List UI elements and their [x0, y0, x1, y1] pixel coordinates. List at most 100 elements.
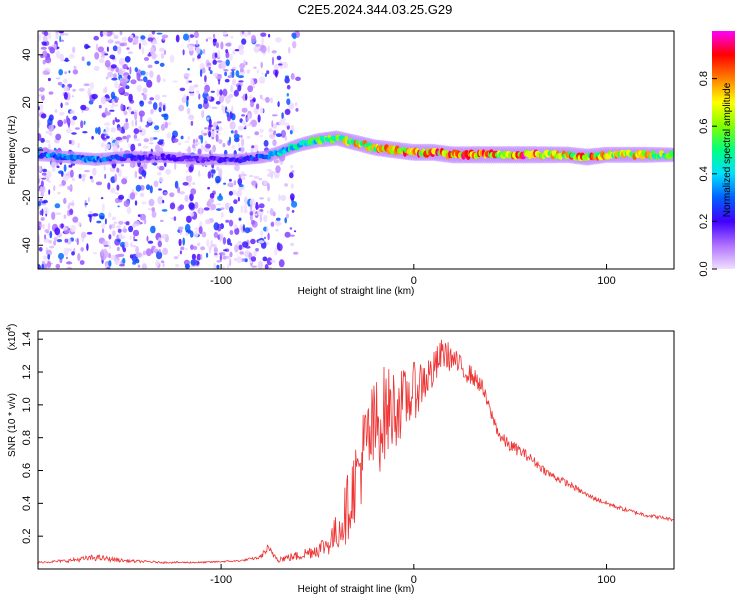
noise-speck — [97, 126, 101, 135]
noise-speck — [128, 93, 133, 102]
noise-speck — [266, 70, 270, 75]
snr-y-ticks: 0.2 0.4 0.6 0.8 1.0 1.2 1.4 — [21, 332, 43, 544]
noise-speck — [271, 114, 278, 117]
noise-speck — [225, 202, 230, 210]
snr-x-axis-label: Height of straight line (km) — [298, 584, 415, 595]
noise-speck — [269, 97, 273, 104]
noise-speck — [169, 54, 175, 64]
noise-speck — [188, 45, 195, 52]
noise-speck — [278, 259, 285, 268]
noise-speck — [137, 264, 141, 268]
noise-speck — [204, 75, 207, 83]
noise-speck — [220, 211, 224, 219]
noise-speck — [39, 185, 46, 194]
noise-speck — [147, 53, 152, 57]
noise-speck — [93, 65, 100, 71]
noise-speck — [112, 216, 116, 221]
noise-speck — [38, 133, 42, 142]
noise-speck — [172, 138, 179, 143]
noise-speck — [189, 193, 194, 202]
noise-speck — [99, 215, 105, 220]
noise-speck — [111, 223, 116, 229]
noise-speck — [152, 39, 157, 44]
noise-speck — [129, 235, 132, 240]
noise-speck — [101, 248, 104, 257]
noise-speck — [222, 143, 226, 148]
noise-speck — [38, 178, 41, 184]
noise-speck — [83, 170, 91, 173]
noise-speck — [234, 227, 240, 235]
noise-speck — [205, 38, 208, 42]
noise-speck — [41, 263, 45, 269]
noise-speck — [106, 135, 110, 139]
noise-speck — [119, 42, 125, 47]
noise-speck — [189, 34, 195, 38]
noise-speck — [251, 180, 257, 186]
noise-speck — [103, 131, 108, 135]
noise-speck — [196, 90, 200, 94]
noise-speck — [149, 97, 154, 101]
noise-speck — [156, 74, 161, 83]
noise-speck — [112, 45, 118, 52]
noise-speck — [183, 73, 190, 77]
noise-speck — [179, 227, 182, 235]
noise-speck — [157, 140, 164, 145]
noise-speck — [123, 122, 129, 130]
noise-speck — [68, 70, 71, 74]
noise-speck — [65, 261, 73, 265]
noise-speck — [158, 106, 162, 113]
noise-speck — [114, 40, 121, 45]
noise-speck — [258, 203, 265, 209]
noise-speck — [263, 214, 268, 223]
noise-speck — [74, 127, 80, 130]
noise-speck — [48, 189, 51, 195]
noise-speck — [277, 101, 280, 108]
noise-speck — [77, 142, 81, 149]
noise-speck — [43, 199, 48, 204]
noise-speck — [98, 104, 102, 109]
noise-speck — [215, 133, 219, 142]
noise-speck — [110, 187, 116, 194]
noise-speck — [182, 181, 189, 186]
snr-panel: -100 0 100 0.2 0.4 0.6 0.8 1.0 1.2 1.4 Height of… — [6, 324, 675, 595]
noise-speck — [228, 93, 234, 99]
noise-speck — [150, 225, 156, 234]
noise-speck — [149, 185, 153, 194]
noise-speck — [275, 165, 281, 174]
noise-speck — [169, 192, 175, 198]
noise-speck — [217, 121, 222, 124]
noise-speck — [95, 43, 99, 51]
noise-speck — [233, 180, 237, 186]
noise-speck — [72, 115, 78, 121]
noise-speck — [232, 50, 236, 55]
y-tick-label: -40 — [21, 237, 33, 253]
noise-speck — [105, 76, 109, 80]
noise-speck — [274, 69, 278, 78]
noise-speck — [261, 37, 264, 45]
noise-speck — [53, 239, 57, 246]
noise-speck — [263, 236, 267, 240]
noise-speck — [173, 216, 177, 222]
noise-speck — [227, 75, 233, 78]
noise-speck — [123, 200, 130, 208]
noise-speck — [83, 120, 86, 125]
noise-speck — [222, 255, 227, 260]
noise-speck — [215, 101, 221, 105]
noise-speck — [182, 237, 185, 246]
noise-speck — [206, 239, 210, 247]
noise-speck — [247, 85, 254, 93]
noise-speck — [233, 133, 240, 140]
noise-speck — [220, 207, 225, 210]
noise-speck — [221, 104, 224, 111]
noise-speck — [135, 119, 138, 127]
noise-speck — [255, 204, 260, 210]
noise-speck — [183, 33, 189, 41]
noise-speck — [227, 263, 230, 269]
noise-speck — [58, 69, 63, 76]
noise-speck — [202, 48, 206, 55]
noise-speck — [192, 138, 196, 145]
noise-speck — [210, 148, 214, 155]
noise-speck — [199, 69, 203, 77]
noise-speck — [224, 78, 230, 83]
noise-speck — [288, 102, 295, 110]
